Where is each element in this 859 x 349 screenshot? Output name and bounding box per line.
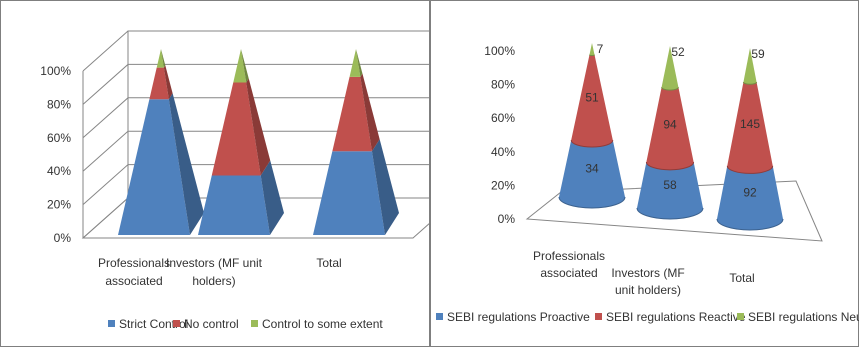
cone-segment: [646, 87, 694, 170]
chart-1-panel: 0% 20% 40% 60% 80% 100% Professionals associate…: [0, 0, 430, 347]
cone-segment-edge: [570, 139, 614, 148]
cone-segment: [661, 46, 679, 91]
legend-label: No control: [184, 317, 239, 331]
pyramid-side-segment: [360, 73, 380, 152]
legend-swatch: [737, 313, 744, 320]
gridline: [82, 30, 429, 72]
cone-segment-edge: [558, 196, 626, 209]
cone-segment: [571, 54, 613, 148]
pyramid-side-segment: [168, 93, 204, 235]
cone-segment: [717, 165, 783, 230]
cone-segment-edge: [716, 218, 784, 231]
y-tick-label: 40%: [47, 164, 71, 178]
data-label: 34: [585, 162, 599, 176]
chart-2-svg: 0% 20% 40% 60% 80% 100% 34 51 7 Professionals asso…: [436, 42, 859, 324]
x-category-label: Professionals: [98, 256, 170, 270]
cone-segment-edge: [726, 165, 774, 174]
pyramid-side-segment: [163, 65, 173, 100]
x-category-label: associated: [540, 266, 597, 280]
cone-segment: [727, 82, 773, 174]
chart-1-svg: 0% 20% 40% 60% 80% 100% Professionals associate…: [40, 30, 429, 331]
legend-swatch: [436, 313, 443, 320]
pyramid-front-segment: [149, 67, 169, 100]
y-tick-label: 80%: [491, 78, 515, 92]
pyramid-front-segment: [313, 151, 385, 235]
cone-segment-edge: [588, 54, 596, 57]
pyramid-side-segment: [371, 139, 399, 235]
legend-label: SEBI regulations Neutral: [748, 310, 859, 324]
pyramid-front-segment: [211, 82, 261, 176]
data-label: 59: [751, 47, 765, 61]
cone-segment: [589, 43, 595, 56]
pyramid-side-segment: [161, 49, 166, 68]
legend-swatch: [595, 313, 602, 320]
x-category-label: associated: [105, 274, 162, 288]
pyramid-side-segment: [356, 49, 363, 77]
data-label: 145: [740, 117, 760, 131]
data-label: 51: [585, 90, 599, 104]
y-tick-label: 40%: [491, 145, 515, 159]
pyramid-front-segment: [118, 99, 190, 235]
legend-label: SEBI regulations Reactive: [606, 310, 746, 324]
chart-2-panel: 0% 20% 40% 60% 80% 100% 34 51 7 Professionals asso…: [429, 0, 859, 347]
x-category-label: holders): [192, 274, 235, 288]
x-category-label: Investors (MF unit: [166, 256, 263, 270]
y-tick-label: 100%: [40, 64, 71, 78]
data-label: 52: [671, 45, 685, 59]
y-tick-label: 60%: [47, 131, 71, 145]
pyramid-side-segment: [241, 49, 249, 83]
gridline: [82, 63, 429, 105]
y-tick-label: 80%: [47, 97, 71, 111]
pyramid-front-segment: [198, 175, 270, 235]
data-label: 92: [743, 185, 757, 199]
data-label: 94: [663, 118, 677, 132]
legend-swatch: [251, 320, 258, 327]
data-label: 58: [663, 178, 677, 192]
x-category-label: Professionals: [533, 249, 605, 263]
pyramid-side-segment: [260, 160, 284, 235]
y-tick-label: 20%: [47, 198, 71, 212]
x-category-label: unit holders): [615, 283, 681, 297]
x-category-label: Investors (MF: [611, 266, 684, 280]
legend-label: SEBI regulations Proactive: [447, 310, 590, 324]
cone-segment-edge: [636, 207, 704, 220]
y-tick-label: 100%: [484, 44, 515, 58]
cone-segment-edge: [645, 161, 695, 171]
legend-swatch: [173, 320, 180, 327]
legend-label: Strict Control: [119, 317, 188, 331]
pyramid-side-segment: [246, 78, 271, 176]
cone-segment: [559, 140, 625, 208]
pyramid-front-segment: [156, 49, 164, 68]
y-tick-label: 20%: [491, 178, 515, 192]
y-tick-label: 0%: [498, 212, 516, 226]
cone-segment-edge: [661, 87, 679, 91]
pyramid-front-segment: [349, 49, 361, 77]
cone-segment: [743, 48, 757, 85]
y-tick-label: 60%: [491, 111, 515, 125]
pyramid-front-segment: [332, 76, 372, 152]
x-category-label: Total: [729, 271, 754, 285]
pyramid-front-segment: [233, 49, 247, 83]
data-label: 7: [597, 42, 604, 56]
legend-label: Control to some extent: [262, 317, 383, 331]
y-tick-label: 0%: [54, 231, 72, 245]
legend-swatch: [108, 320, 115, 327]
cone-segment: [637, 161, 703, 219]
cone-segment-edge: [742, 81, 758, 85]
x-category-label: Total: [316, 256, 341, 270]
